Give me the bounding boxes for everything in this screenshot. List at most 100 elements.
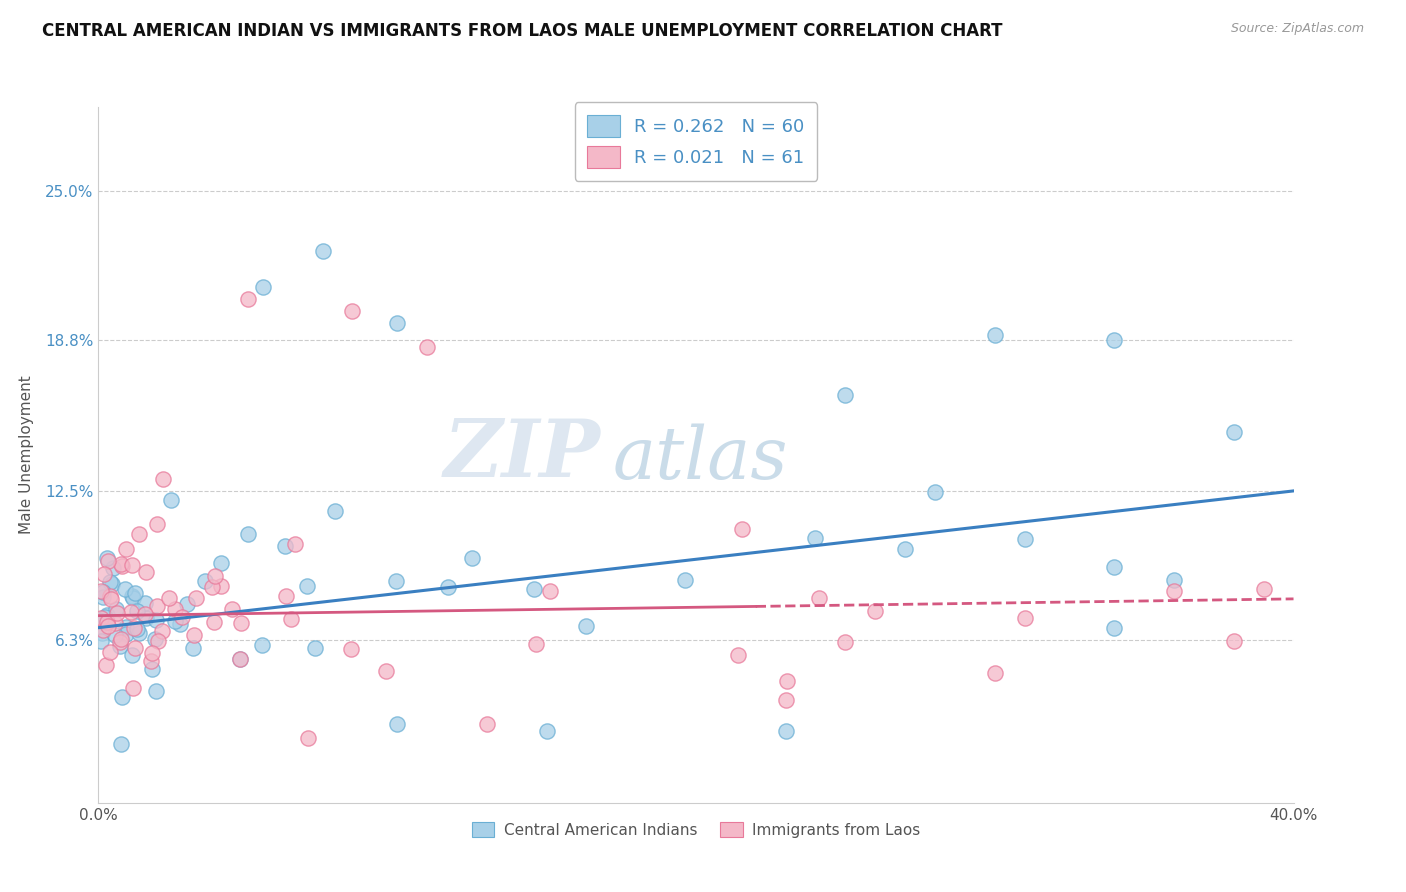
Point — [284, 537, 307, 551]
Point — [150, 624, 173, 639]
Point — [114, 582, 136, 596]
Point — [526, 637, 548, 651]
Point — [91, 623, 114, 637]
Point — [201, 580, 224, 594]
Point — [122, 681, 145, 695]
Point — [134, 596, 156, 610]
Point — [146, 634, 169, 648]
Point — [160, 493, 183, 508]
Point — [110, 738, 132, 752]
Point — [385, 716, 409, 731]
Point — [111, 559, 134, 574]
Point — [416, 340, 439, 354]
Point — [121, 589, 143, 603]
Point — [128, 625, 150, 640]
Point — [1014, 611, 1036, 625]
Point — [100, 589, 122, 603]
Point — [104, 628, 127, 642]
Point — [141, 662, 163, 676]
Point — [384, 574, 406, 589]
Point — [96, 618, 118, 632]
Point — [124, 621, 146, 635]
Point — [146, 517, 169, 532]
Point — [1014, 532, 1036, 546]
Point — [202, 615, 225, 629]
Point — [181, 641, 204, 656]
Point — [104, 615, 127, 630]
Legend: R = 0.262   N = 60, R = 0.021   N = 61: R = 0.262 N = 60, R = 0.021 N = 61 — [575, 103, 817, 180]
Point — [114, 620, 136, 634]
Point — [114, 627, 136, 641]
Point — [105, 607, 128, 621]
Point — [163, 601, 186, 615]
Point — [536, 723, 558, 738]
Point — [152, 472, 174, 486]
Point — [274, 589, 297, 603]
Point — [124, 586, 146, 600]
Point — [229, 615, 252, 630]
Point — [325, 504, 347, 518]
Point — [141, 646, 163, 660]
Point — [984, 328, 1007, 343]
Point — [97, 553, 120, 567]
Point — [125, 604, 148, 618]
Point — [252, 280, 274, 294]
Point — [169, 617, 191, 632]
Point — [304, 641, 326, 656]
Point — [127, 622, 149, 636]
Point — [139, 654, 162, 668]
Point — [375, 664, 398, 678]
Point — [228, 652, 250, 666]
Point — [143, 632, 166, 646]
Point — [221, 601, 243, 615]
Point — [146, 599, 169, 614]
Point — [110, 634, 132, 648]
Point — [436, 581, 458, 595]
Point — [1104, 333, 1126, 347]
Point — [523, 582, 546, 596]
Point — [775, 723, 797, 738]
Point — [204, 569, 226, 583]
Point — [183, 628, 205, 642]
Point — [475, 716, 498, 731]
Point — [91, 590, 114, 604]
Point — [775, 692, 797, 706]
Point — [122, 591, 145, 605]
Point — [90, 610, 112, 624]
Point — [145, 613, 167, 627]
Text: CENTRAL AMERICAN INDIAN VS IMMIGRANTS FROM LAOS MALE UNEMPLOYMENT CORRELATION CH: CENTRAL AMERICAN INDIAN VS IMMIGRANTS FR… — [42, 22, 1002, 40]
Point — [297, 579, 319, 593]
Point — [250, 639, 273, 653]
Point — [1163, 573, 1185, 587]
Point — [110, 632, 132, 646]
Point — [984, 665, 1007, 680]
Point — [1104, 621, 1126, 635]
Point — [731, 522, 754, 536]
Point — [96, 551, 118, 566]
Point — [280, 612, 302, 626]
Point — [94, 657, 117, 672]
Point — [90, 633, 112, 648]
Point — [1104, 560, 1126, 574]
Point — [342, 304, 364, 318]
Point — [804, 531, 827, 545]
Point — [311, 244, 333, 258]
Point — [98, 645, 121, 659]
Point — [807, 591, 830, 606]
Point — [538, 583, 561, 598]
Point — [93, 616, 115, 631]
Point — [339, 642, 361, 657]
Point — [96, 615, 118, 630]
Point — [91, 625, 114, 640]
Point — [1223, 425, 1246, 439]
Point — [165, 614, 187, 628]
Point — [111, 690, 134, 705]
Point — [98, 575, 121, 590]
Point — [673, 573, 696, 587]
Point — [236, 292, 259, 306]
Point — [90, 584, 112, 599]
Point — [110, 557, 132, 571]
Point — [229, 651, 252, 665]
Point — [1253, 582, 1275, 597]
Point — [575, 619, 598, 633]
